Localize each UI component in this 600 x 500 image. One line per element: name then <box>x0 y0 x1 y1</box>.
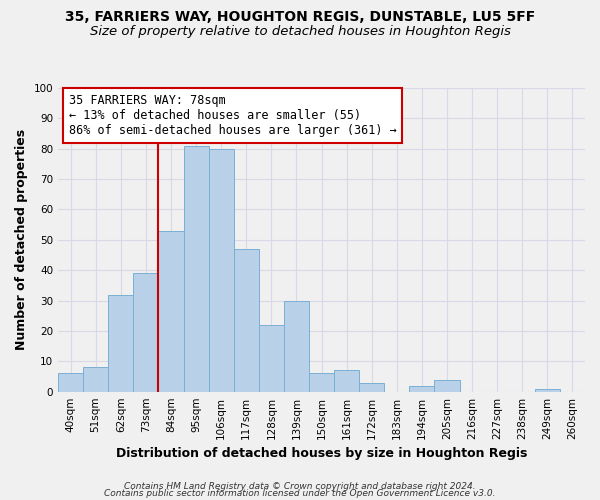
Text: 35 FARRIERS WAY: 78sqm
← 13% of detached houses are smaller (55)
86% of semi-det: 35 FARRIERS WAY: 78sqm ← 13% of detached… <box>68 94 397 137</box>
Bar <box>108 294 133 392</box>
Text: Contains public sector information licensed under the Open Government Licence v3: Contains public sector information licen… <box>104 489 496 498</box>
Bar <box>158 230 184 392</box>
X-axis label: Distribution of detached houses by size in Houghton Regis: Distribution of detached houses by size … <box>116 447 527 460</box>
Text: Contains HM Land Registry data © Crown copyright and database right 2024.: Contains HM Land Registry data © Crown c… <box>124 482 476 491</box>
Text: 35, FARRIERS WAY, HOUGHTON REGIS, DUNSTABLE, LU5 5FF: 35, FARRIERS WAY, HOUGHTON REGIS, DUNSTA… <box>65 10 535 24</box>
Bar <box>233 249 259 392</box>
Bar <box>209 148 233 392</box>
Text: Size of property relative to detached houses in Houghton Regis: Size of property relative to detached ho… <box>89 25 511 38</box>
Bar <box>83 368 108 392</box>
Bar <box>409 386 434 392</box>
Bar <box>434 380 460 392</box>
Y-axis label: Number of detached properties: Number of detached properties <box>15 130 28 350</box>
Bar <box>535 388 560 392</box>
Bar <box>334 370 359 392</box>
Bar <box>309 374 334 392</box>
Bar <box>58 374 83 392</box>
Bar <box>184 146 209 392</box>
Bar <box>284 300 309 392</box>
Bar <box>359 382 384 392</box>
Bar <box>133 273 158 392</box>
Bar <box>259 325 284 392</box>
